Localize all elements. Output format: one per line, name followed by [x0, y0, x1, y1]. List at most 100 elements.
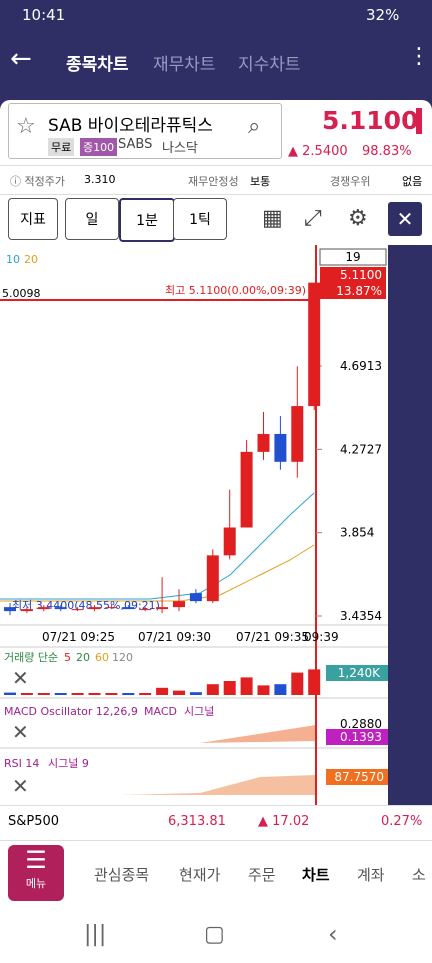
- change-pct: 98.83%: [362, 144, 412, 159]
- sys-nav[interactable]: |||: [84, 922, 107, 947]
- more[interactable]: ⋮: [408, 44, 430, 69]
- candle-body: [105, 607, 118, 609]
- price-bar: [416, 108, 422, 134]
- search-box[interactable]: [8, 103, 282, 159]
- volume-bar: [20, 693, 33, 695]
- volume-bar: [173, 690, 185, 695]
- candle-body: [139, 609, 152, 611]
- volume-bar: [37, 693, 50, 695]
- nav-item[interactable]: 소: [412, 866, 426, 884]
- button[interactable]: 1틱: [173, 198, 227, 240]
- volume-bar: [139, 693, 152, 695]
- rsi-area: [120, 775, 316, 795]
- y-tick-label: 4.2727: [340, 442, 382, 456]
- close-icon[interactable]: ✕: [12, 720, 29, 744]
- volume-bar: [223, 681, 236, 695]
- stock-name: SAB 바이오테라퓨틱스: [48, 116, 213, 136]
- candle-body: [4, 607, 16, 612]
- nav-item[interactable]: 현재가: [179, 866, 221, 884]
- ma-line: [0, 492, 315, 600]
- change: ▲ 2.5400: [288, 144, 348, 159]
- panel-label: MACD Oscillator 12,26,9: [4, 705, 138, 718]
- price-label: 5.0098: [2, 287, 41, 300]
- price: 5.1100: [322, 106, 419, 135]
- tab[interactable]: 재무차트: [153, 55, 216, 75]
- volume-bar: [88, 693, 101, 695]
- close-icon[interactable]: ✕: [12, 774, 29, 798]
- volume-bar: [189, 692, 202, 695]
- count-box: [319, 248, 387, 266]
- nav-item[interactable]: 관심종목: [94, 866, 150, 884]
- button[interactable]: 일: [65, 198, 119, 240]
- panel-label: 시그널 9: [48, 757, 89, 770]
- icon[interactable]: ▦: [262, 206, 283, 231]
- menu-label: 메뉴: [25, 877, 47, 890]
- back[interactable]: ←: [10, 44, 32, 74]
- icon[interactable]: ✕: [388, 202, 422, 236]
- time: 10:41: [22, 6, 66, 24]
- side-toolbar: [388, 245, 432, 805]
- candle-body: [71, 609, 84, 611]
- close-icon[interactable]: ✕: [12, 666, 29, 690]
- ticker: SABS: [118, 137, 153, 152]
- panel-label: 5: [64, 651, 71, 664]
- y-tick-label: 3.854: [340, 526, 374, 540]
- value-box: [326, 729, 388, 745]
- chart: 10 20 5.0098 최고 5.1100(0.00%,09:39) 최저 3…: [0, 245, 388, 805]
- candle-body: [88, 607, 101, 610]
- nav-item[interactable]: 계좌: [357, 866, 385, 884]
- panel-label: 120: [112, 651, 133, 664]
- volume-bar: [71, 693, 84, 695]
- nav-item[interactable]: 주문: [248, 866, 276, 884]
- last-price: 5.1100: [340, 268, 382, 282]
- icon[interactable]: ⤢: [304, 206, 322, 231]
- icon[interactable]: ⚙: [348, 206, 368, 231]
- index-change-value: 17.02: [272, 814, 310, 829]
- button[interactable]: 1분: [119, 198, 175, 242]
- info-label: 재무안정성: [188, 175, 239, 188]
- sys-nav[interactable]: ‹: [328, 920, 338, 948]
- candle-body: [156, 607, 169, 610]
- candle-body: [54, 607, 67, 610]
- tab[interactable]: 종목차트: [66, 55, 129, 75]
- candle-body: [122, 607, 135, 610]
- high-note: 최고 5.1100(0.00%,09:39): [165, 284, 306, 297]
- volume-bar: [105, 693, 118, 695]
- candle-body: [37, 607, 50, 610]
- market: 나스닥: [162, 141, 198, 156]
- volume-bar: [4, 692, 16, 695]
- change-value: 2.5400: [302, 144, 348, 159]
- value: 87.7570: [334, 770, 384, 784]
- candle-body: [173, 601, 185, 608]
- index-change: ▲ 17.02: [258, 814, 310, 829]
- volume-bar: [308, 669, 321, 695]
- panel-label: MACD: [144, 705, 177, 718]
- index-row: S&P500 6,313.81 ▲ 17.02 0.27%: [0, 805, 432, 841]
- count: 19: [345, 250, 360, 264]
- index-name: S&P500: [8, 814, 60, 829]
- volume-bar: [54, 693, 67, 695]
- last-pct: 13.87%: [336, 284, 382, 298]
- candle-body: [308, 282, 321, 407]
- menu-button[interactable]: ☰ 메뉴: [8, 845, 64, 901]
- sys-nav[interactable]: ▢: [204, 922, 225, 947]
- info-value: 3.310: [84, 173, 116, 186]
- search-icon[interactable]: ⌕: [248, 114, 261, 139]
- info-value: 없음: [402, 175, 423, 188]
- info-value: 보통: [250, 175, 271, 188]
- x-tick-label: 09:39: [304, 630, 339, 644]
- volume-bar: [257, 685, 270, 695]
- volume-bar: [240, 677, 253, 695]
- panel-label: 시그널: [184, 705, 214, 718]
- x-tick-label: 07/21 09:35: [236, 630, 309, 644]
- tab[interactable]: 지수차트: [238, 55, 301, 75]
- star[interactable]: ☆: [16, 114, 36, 139]
- axis-label: 0.2880: [340, 717, 382, 731]
- info-label: 경쟁우위: [330, 175, 371, 188]
- low-note: 최저 3.4400(48.55%,09:21): [12, 599, 160, 612]
- badge: 증100: [80, 138, 118, 156]
- button[interactable]: 지표: [8, 198, 58, 240]
- badge: 무료: [48, 138, 75, 156]
- nav-item[interactable]: 차트: [302, 866, 330, 884]
- x-tick-label: 07/21 09:25: [42, 630, 115, 644]
